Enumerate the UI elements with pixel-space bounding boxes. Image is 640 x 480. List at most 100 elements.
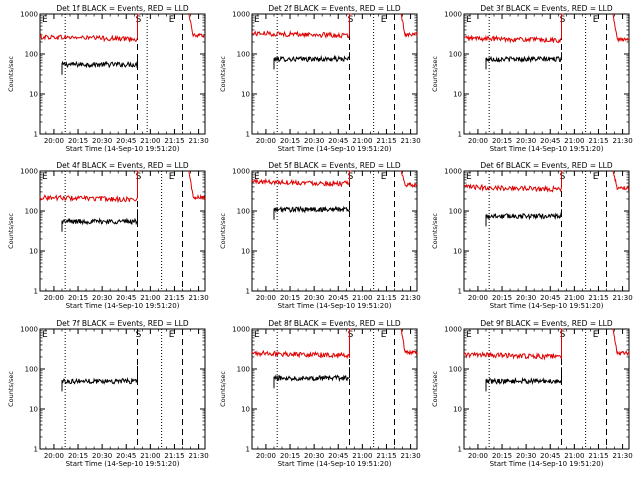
end-marker-left: E [466,330,472,340]
detector-panel: Det 2f BLACK = Events, RED = LLD Counts/s… [219,4,421,153]
x-axis-label: Start Time (14-Sep-10 19:51:20) [490,145,604,153]
x-tick-label: 21:00 [564,137,584,145]
detector-panel: Det 4f BLACK = Events, RED = LLD Counts/s… [7,161,209,310]
end-marker: E [381,15,387,25]
x-tick-label: 20:30 [516,137,536,145]
x-tick-label: 20:45 [328,137,348,145]
x-tick-label: 21:15 [376,137,396,145]
x-tick-label: 20:00 [44,452,64,460]
panel-title: Det 9f BLACK = Events, RED = LLD [480,319,613,328]
detector-panel: Det 1f BLACK = Events, RED = LLD Counts/s… [7,4,209,153]
start-marker: S [560,15,566,25]
x-tick-label: 21:00 [140,452,160,460]
y-tick-label: 10 [29,248,38,256]
panel-title: Det 1f BLACK = Events, RED = LLD [56,4,189,13]
y-tick-label: 1000 [232,326,250,334]
x-tick-label: 20:15 [492,452,512,460]
x-tick-label: 20:15 [280,137,300,145]
panel-title: Det 6f BLACK = Events, RED = LLD [480,161,613,170]
end-marker-left: E [466,172,472,182]
y-tick-label: 100 [25,51,38,59]
y-axis-label: Counts/sec [431,213,439,249]
x-tick-label: 20:45 [540,452,560,460]
x-tick-label: 20:45 [116,137,136,145]
lld-series-line [463,13,564,44]
y-axis-label: Counts/sec [431,371,439,407]
end-marker: E [169,15,175,25]
y-tick-label: 10 [453,91,462,99]
plot-frame [39,13,206,135]
lld-series-line [251,13,352,39]
end-marker: E [381,330,387,340]
events-series-line [485,209,562,227]
detector-panel: Det 6f BLACK = Events, RED = LLD Counts/s… [431,161,633,310]
x-tick-label: 20:45 [328,452,348,460]
y-tick-label: 100 [449,51,462,59]
y-axis-label: Counts/sec [7,56,15,92]
end-marker: E [593,172,599,182]
start-marker: S [348,172,354,182]
y-tick-label: 10 [29,406,38,414]
x-tick-label: 20:15 [280,452,300,460]
y-tick-label: 1 [246,131,250,139]
events-series-line [61,209,138,232]
start-marker: S [348,15,354,25]
y-tick-label: 1 [458,446,462,454]
x-tick-label: 21:15 [588,294,608,302]
x-tick-label: 20:30 [304,294,324,302]
y-tick-label: 1 [246,446,250,454]
end-marker-left: E [42,330,48,340]
y-axis-label: Counts/sec [219,371,227,407]
plot-frame [463,170,630,292]
y-tick-label: 1000 [20,11,38,19]
end-marker-left: E [42,15,48,25]
x-tick-label: 20:00 [468,294,488,302]
events-series-line [61,54,138,75]
plot-frame [251,13,418,135]
events-series-line [485,367,562,392]
y-tick-label: 100 [449,208,462,216]
x-tick-label: 21:15 [164,294,184,302]
y-axis-label: Counts/sec [219,56,227,92]
lld-recovery-line [188,13,206,39]
x-tick-label: 20:45 [328,294,348,302]
y-tick-label: 10 [241,91,250,99]
y-tick-label: 1 [34,131,38,139]
y-axis-label: Counts/sec [219,213,227,249]
x-tick-label: 21:00 [352,452,372,460]
y-tick-label: 100 [449,366,462,374]
x-tick-label: 21:30 [612,137,632,145]
y-tick-label: 100 [25,366,38,374]
detector-panel: Det 7f BLACK = Events, RED = LLD Counts/s… [7,319,209,468]
x-tick-label: 21:00 [564,294,584,302]
end-marker-left: E [254,172,260,182]
plot-frame [251,170,418,292]
x-tick-label: 20:30 [92,137,112,145]
x-tick-label: 20:15 [68,294,88,302]
x-tick-label: 21:00 [140,294,160,302]
detector-panel: Det 8f BLACK = Events, RED = LLD Counts/s… [219,319,421,468]
x-tick-label: 20:15 [68,452,88,460]
end-marker: E [169,172,175,182]
x-tick-label: 20:00 [468,452,488,460]
x-tick-label: 21:15 [588,137,608,145]
x-tick-label: 20:00 [256,452,276,460]
lld-recovery-line [400,170,418,189]
events-series-line [61,365,138,392]
x-tick-label: 20:15 [280,294,300,302]
y-tick-label: 100 [237,366,250,374]
lld-recovery-line [612,170,630,192]
x-tick-label: 21:00 [564,452,584,460]
y-tick-label: 100 [237,208,250,216]
start-marker: S [136,15,142,25]
x-tick-label: 20:00 [256,294,276,302]
y-axis-label: Counts/sec [431,56,439,92]
x-axis-label: Start Time (14-Sep-10 19:51:20) [66,302,180,310]
lld-series-line [251,328,352,360]
lld-recovery-line [612,328,630,356]
x-tick-label: 21:30 [188,137,208,145]
start-marker: S [348,330,354,340]
y-tick-label: 1 [458,288,462,296]
x-tick-label: 21:00 [140,137,160,145]
